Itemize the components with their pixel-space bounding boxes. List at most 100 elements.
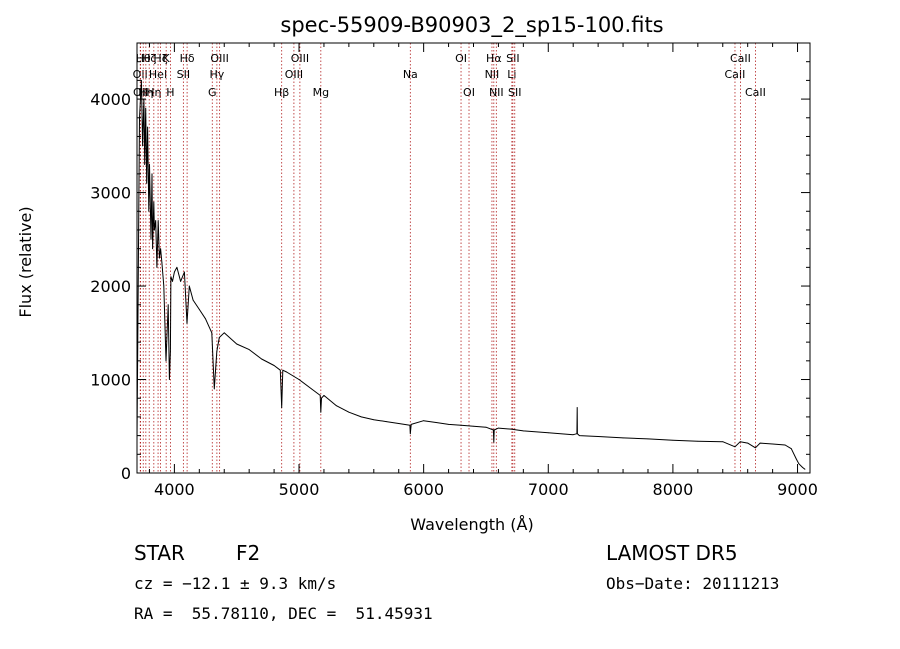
- spectrum-point-0-31: [180, 280, 182, 282]
- spectrum-point-0-66: [423, 420, 425, 422]
- spectrum-line-0: [136, 79, 806, 470]
- spectrum-point-0-64: [409, 433, 411, 435]
- spectrum-point-0-27: [170, 276, 172, 278]
- spectrum-point-0-3: [142, 145, 144, 147]
- spectrum-point-0-34: [188, 285, 190, 287]
- spectrum-point-0-16: [155, 220, 157, 222]
- series-group: [136, 79, 806, 470]
- spectrum-point-0-99: [798, 463, 800, 465]
- x-tick-label-3: 7000: [528, 480, 569, 499]
- marker-label-9: H: [166, 86, 174, 99]
- marker-label-27: SII: [508, 86, 521, 99]
- marker-label-16: OIII: [285, 68, 303, 81]
- marker-label-29: CaII: [730, 52, 751, 65]
- spectrum-point-0-87: [672, 439, 674, 441]
- spectrum-point-0-14: [153, 201, 155, 203]
- spectrum-point-0-12: [151, 173, 153, 175]
- spectrum-point-0-96: [784, 444, 786, 446]
- spectrum-point-0-58: [348, 411, 350, 413]
- spectrum-point-0-75: [498, 427, 499, 429]
- spectral-line-markers: OIIOIIHθHηHζHηHeIHζKHSIIHδGHγOIIIHβOIIIO…: [133, 43, 766, 473]
- spectrum-point-0-60: [373, 419, 375, 421]
- spectrum-point-0-77: [522, 430, 524, 432]
- spectrum-point-0-55: [321, 397, 322, 399]
- spectrum-point-0-9: [148, 210, 150, 212]
- velocity-text: cz = −12.1 ± 9.3 km/s: [134, 574, 337, 593]
- marker-label-5: Hη: [146, 86, 161, 99]
- spectrum-point-0-28: [172, 280, 173, 282]
- spectrum-point-0-52: [311, 388, 312, 390]
- spectrum-point-0-44: [248, 349, 250, 351]
- spectrum-point-0-79: [572, 434, 574, 436]
- spectrum-point-0-85: [622, 437, 624, 439]
- marker-label-26: SII: [506, 52, 519, 65]
- marker-label-18: Mg: [313, 86, 329, 99]
- spectrum-point-0-24: [167, 304, 169, 306]
- y-axis-label: Flux (relative): [16, 206, 35, 317]
- spectrum-point-0-90: [734, 446, 736, 448]
- spectrum-point-0-69: [460, 424, 462, 426]
- spectrum-point-0-101: [804, 468, 806, 470]
- spectrum-point-0-17: [156, 266, 158, 268]
- spectrum-point-0-54: [320, 411, 322, 413]
- spectrum-point-0-89: [722, 441, 724, 443]
- spectrum-point-0-47: [279, 369, 281, 371]
- spectrum-point-0-43: [236, 343, 238, 345]
- marker-label-13: Hγ: [209, 68, 224, 81]
- spectral-subclass: F2: [236, 541, 261, 565]
- y-tick-label-3: 3000: [90, 184, 131, 203]
- marker-label-22: NII: [485, 68, 500, 81]
- spectrum-point-0-100: [802, 466, 803, 468]
- spectrum-point-0-29: [173, 271, 175, 273]
- spectrum-point-0-71: [485, 426, 487, 428]
- spectrum-point-0-97: [790, 448, 792, 450]
- spectrum-point-0-36: [198, 309, 200, 310]
- spectrum-point-0-23: [165, 360, 167, 362]
- marker-label-10: SII: [177, 68, 190, 81]
- spectrum-point-0-7: [146, 182, 148, 184]
- spectrum-point-0-40: [216, 351, 218, 352]
- x-tick-label-0: 4000: [154, 480, 195, 499]
- y-axis: 0 1000 2000 3000 4000: [90, 42, 810, 483]
- spectrum-point-0-73: [493, 441, 495, 443]
- marker-label-20: OI: [455, 52, 467, 65]
- spectrum-point-0-92: [747, 442, 749, 444]
- spectrum-point-0-68: [448, 423, 449, 425]
- spectrum-point-0-62: [398, 423, 400, 424]
- marker-label-12: G: [208, 86, 217, 99]
- spectrum-point-0-39: [213, 388, 215, 390]
- spectrum-point-0-78: [547, 432, 549, 434]
- marker-label-15: Hβ: [274, 86, 289, 99]
- marker-label-25: Li: [507, 68, 516, 81]
- spectrum-point-0-56: [323, 395, 325, 396]
- spectrum-point-0-48: [281, 407, 283, 408]
- marker-label-17: OIII: [291, 52, 309, 65]
- spectrum-point-0-15: [154, 229, 155, 231]
- spectrum-point-0-10: [149, 164, 150, 165]
- marker-label-23: Hα: [486, 52, 502, 65]
- x-tick-label-2: 6000: [403, 480, 444, 499]
- spectrum-point-0-83: [579, 435, 580, 437]
- spectrum-point-0-67: [435, 422, 437, 423]
- spectrum-point-0-63: [409, 424, 411, 426]
- coordinates: RA = 55.78110, DEC = 51.45931: [134, 604, 433, 623]
- spectrum-point-0-61: [385, 421, 387, 422]
- spectrum-point-0-5: [144, 164, 146, 165]
- marker-label-7: Hζ: [153, 52, 167, 65]
- spectrum-point-0-26: [170, 351, 171, 352]
- spectrum-point-0-37: [205, 318, 206, 320]
- x-tick-label-5: 9000: [777, 480, 818, 499]
- spectrum-point-0-94: [759, 442, 761, 444]
- spectrum-point-0-88: [697, 440, 699, 442]
- spectrum-point-0-59: [360, 416, 362, 418]
- spectrum-point-0-93: [755, 447, 756, 449]
- spectrum-point-0-21: [161, 262, 163, 264]
- spectrum-point-0-51: [298, 379, 300, 380]
- marker-label-6: HeI: [149, 68, 167, 81]
- marker-label-8: K: [163, 52, 171, 65]
- y-tick-label-4: 4000: [90, 90, 131, 109]
- spectrum-point-0-25: [169, 379, 170, 380]
- spectrum-point-0-50: [286, 371, 287, 373]
- spectrum-point-0-22: [163, 285, 165, 287]
- spectrum-point-0-2: [140, 79, 142, 81]
